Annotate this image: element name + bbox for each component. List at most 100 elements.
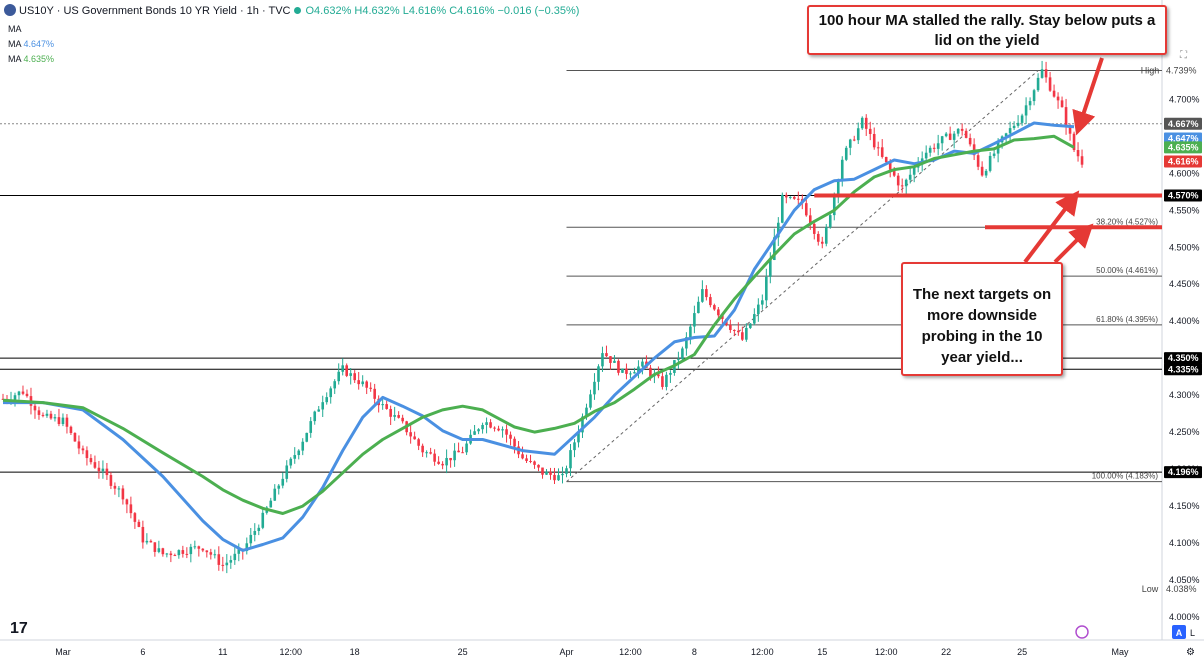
price-label: 4.335% (1168, 364, 1199, 374)
candle-body (601, 353, 604, 367)
candle-body (189, 546, 193, 555)
candle-body (401, 417, 404, 422)
candle-body (481, 424, 484, 430)
candle-body (812, 223, 816, 234)
candle-body (737, 330, 740, 333)
y-tick-label: 4.300% (1169, 390, 1200, 400)
candle-body (281, 478, 285, 486)
x-tick-label: 18 (350, 647, 360, 657)
candle-body (181, 550, 185, 554)
candle-body (796, 198, 800, 200)
candle-body (325, 397, 329, 403)
price-label-bg (1164, 155, 1202, 168)
candle-body (465, 443, 468, 453)
candle-body (193, 546, 197, 548)
candle-body (137, 521, 141, 527)
candle-body (1080, 156, 1084, 165)
candle-body (908, 174, 912, 180)
candle-body (13, 395, 17, 400)
x-tick-label: Apr (559, 647, 573, 657)
fib-trend-line (566, 70, 1039, 483)
candle-body (565, 468, 568, 474)
y-tick-label: 4.100% (1169, 538, 1200, 548)
candle-body (984, 170, 988, 176)
candle-body (133, 513, 137, 522)
annotation-targets: The next targets on more downside probin… (901, 262, 1063, 376)
ma-legend-2[interactable]: MA 4.647% (8, 39, 54, 49)
candle-body (844, 147, 848, 160)
candle-body (309, 421, 313, 433)
candle-body (201, 548, 205, 551)
price-axis-icon: ⛶ (1179, 50, 1188, 61)
candle-body (992, 153, 996, 156)
candle-body (669, 372, 672, 375)
y-tick-label: 4.600% (1169, 168, 1200, 178)
ma-legend-3[interactable]: MA 4.635% (8, 54, 54, 64)
symbol-label[interactable]: US10Y (19, 5, 54, 17)
candle-body (57, 417, 61, 425)
candle-body (597, 366, 600, 382)
candle-body (257, 527, 261, 531)
price-label-bg (1164, 189, 1202, 202)
candle-body (417, 439, 420, 446)
candle-body (1076, 150, 1080, 157)
candle-body (769, 260, 772, 277)
candle-body (721, 315, 724, 319)
candle-body (609, 356, 612, 363)
candle-body (928, 147, 932, 153)
candle-body (237, 549, 241, 554)
candle-body (625, 368, 628, 374)
y-tick-label: 4.050% (1169, 575, 1200, 585)
y-tick-label: 4.450% (1169, 279, 1200, 289)
candle-body (213, 554, 217, 556)
price-label: 4.350% (1168, 353, 1199, 363)
candle-body (21, 391, 25, 394)
price-label: 4.616% (1168, 156, 1199, 166)
candle-body (1032, 90, 1036, 102)
candle-body (1024, 105, 1028, 116)
candle-body (117, 488, 121, 490)
candle-body (856, 128, 860, 141)
candle-body (988, 155, 992, 171)
candle-body (832, 194, 836, 216)
candle-body (209, 552, 213, 555)
candle-body (1040, 69, 1044, 78)
candle-body (185, 553, 189, 555)
candle-body (245, 543, 249, 551)
candle-body (217, 554, 221, 565)
candle-body (177, 550, 181, 556)
candle-body (1004, 133, 1008, 137)
fib-level-label: 61.80% (4.395%) (1096, 315, 1158, 324)
candle-body (313, 411, 317, 422)
candle-body (553, 474, 556, 481)
candle-body (621, 368, 624, 373)
x-tick-label: 25 (1017, 647, 1027, 657)
low-value-label: 4.038% (1166, 584, 1197, 594)
candle-body (729, 324, 732, 330)
candle-body (944, 133, 948, 137)
candle-body (677, 359, 680, 361)
x-tick-label: 25 (458, 647, 468, 657)
candle-body (457, 450, 460, 453)
candle-body (765, 276, 768, 301)
candle-body (369, 387, 372, 389)
candle-body (828, 215, 832, 228)
x-tick-label: 12:00 (751, 647, 774, 657)
candle-body (681, 348, 684, 360)
candle-body (789, 196, 792, 198)
candle-body (221, 564, 225, 566)
price-label-bg (1164, 141, 1202, 154)
candle-body (269, 500, 273, 508)
candle-body (864, 117, 868, 129)
candle-body (976, 155, 980, 167)
candle-body (153, 542, 157, 552)
candle-body (513, 438, 516, 447)
candle-body (81, 448, 85, 451)
candle-body (205, 550, 209, 553)
candle-body (757, 304, 760, 315)
candle-body (85, 450, 89, 459)
candle-body (685, 337, 688, 349)
y-tick-label: 4.400% (1169, 316, 1200, 326)
ma-legend-1[interactable]: MA (8, 24, 22, 34)
